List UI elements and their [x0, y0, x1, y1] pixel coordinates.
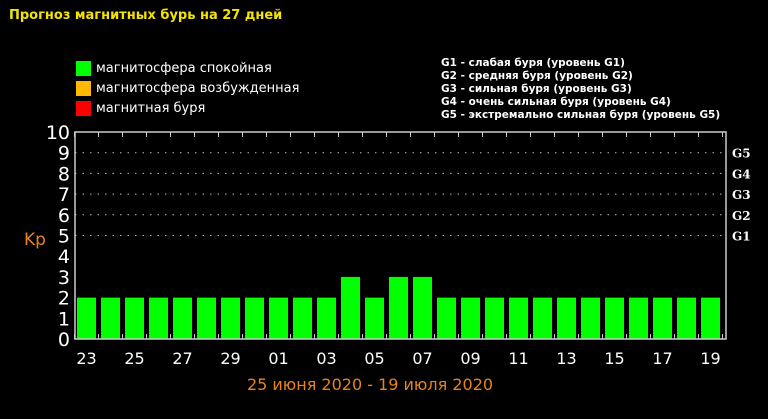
y-tick-label: 1	[58, 308, 70, 330]
plot-frame	[74, 131, 727, 340]
x-tick-label: 07	[412, 349, 432, 368]
bar-26	[149, 297, 168, 339]
g-legend-item: G2 - средняя буря (уровень G2)	[441, 70, 633, 82]
x-tick-label: 23	[76, 349, 96, 368]
x-tick-label: 09	[460, 349, 480, 368]
bar-01	[269, 297, 288, 339]
legend-label: магнитная буря	[96, 100, 206, 116]
bar-28	[197, 297, 216, 339]
x-tick-label: 19	[700, 349, 720, 368]
x-tick-label: 25	[124, 349, 144, 368]
y-tick-label: 6	[58, 205, 70, 227]
x-tick-label: 15	[604, 349, 624, 368]
y-axis-label: Kp	[24, 230, 46, 250]
y-tick-label: 10	[46, 122, 70, 144]
bar-12	[533, 297, 552, 339]
bar-18	[677, 297, 696, 339]
g-level-label: G5	[732, 147, 751, 161]
legend-item-excited: магнитосфера возбужденная	[76, 78, 299, 98]
y-tick-label: 0	[58, 329, 70, 351]
g-level-legend: G1 - слабая буря (уровень G1) G2 - средн…	[441, 57, 720, 122]
y-tick-label: 2	[58, 288, 70, 310]
storm-legend: магнитосфера спокойная магнитосфера возб…	[76, 58, 299, 118]
bar-30	[245, 297, 264, 339]
legend-label: магнитосфера спокойная	[96, 60, 272, 76]
x-tick-label: 05	[364, 349, 384, 368]
bar-05	[365, 297, 384, 339]
y-tick-label: 7	[58, 184, 70, 206]
x-tick-label: 01	[268, 349, 288, 368]
bar-29	[221, 297, 240, 339]
legend-swatch	[76, 60, 91, 76]
bar-19	[701, 297, 720, 339]
x-axis-label: 25 июня 2020 - 19 июля 2020	[247, 375, 493, 394]
y-tick-label: 5	[58, 226, 70, 248]
bar-02	[293, 297, 312, 339]
bar-14	[581, 297, 600, 339]
y-tick-label: 4	[58, 246, 70, 268]
x-tick-label: 11	[508, 349, 528, 368]
bar-08	[437, 297, 456, 339]
bar-15	[605, 297, 624, 339]
bar-23	[77, 297, 96, 339]
x-tick-label: 03	[316, 349, 336, 368]
bar-06	[389, 276, 408, 339]
bar-09	[461, 297, 480, 339]
bar-17	[653, 297, 672, 339]
legend-item-storm: магнитная буря	[76, 98, 299, 118]
g-legend-item: G4 - очень сильная буря (уровень G4)	[441, 96, 671, 108]
y-tick-label: 8	[58, 163, 70, 185]
bar-04	[341, 276, 360, 339]
bar-27	[173, 297, 192, 339]
g-legend-item: G1 - слабая буря (уровень G1)	[441, 57, 625, 69]
legend-item-calm: магнитосфера спокойная	[76, 58, 299, 78]
legend-swatch	[76, 80, 91, 96]
page-title: Прогноз магнитных бурь на 27 дней	[9, 8, 283, 23]
bar-10	[485, 297, 504, 339]
bar-07	[413, 276, 432, 339]
bar-24	[101, 297, 120, 339]
x-tick-label: 13	[556, 349, 576, 368]
g-legend-item: G3 - сильная буря (уровень G3)	[441, 83, 632, 95]
bar-25	[125, 297, 144, 339]
legend-swatch	[76, 100, 91, 116]
bar-13	[557, 297, 576, 339]
y-tick-label: 9	[58, 143, 70, 165]
g-level-label: G4	[732, 167, 751, 181]
x-tick-label: 29	[220, 349, 240, 368]
bar-16	[629, 297, 648, 339]
x-tick-label: 17	[652, 349, 672, 368]
g-level-label: G3	[732, 188, 751, 202]
x-tick-label: 27	[172, 349, 192, 368]
g-level-label: G1	[732, 230, 751, 244]
bar-11	[509, 297, 528, 339]
legend-label: магнитосфера возбужденная	[96, 80, 300, 96]
y-tick-label: 3	[58, 267, 70, 289]
bar-03	[317, 297, 336, 339]
g-level-label: G2	[732, 209, 751, 223]
g-legend-item: G5 - экстремально сильная буря (уровень …	[441, 109, 721, 121]
